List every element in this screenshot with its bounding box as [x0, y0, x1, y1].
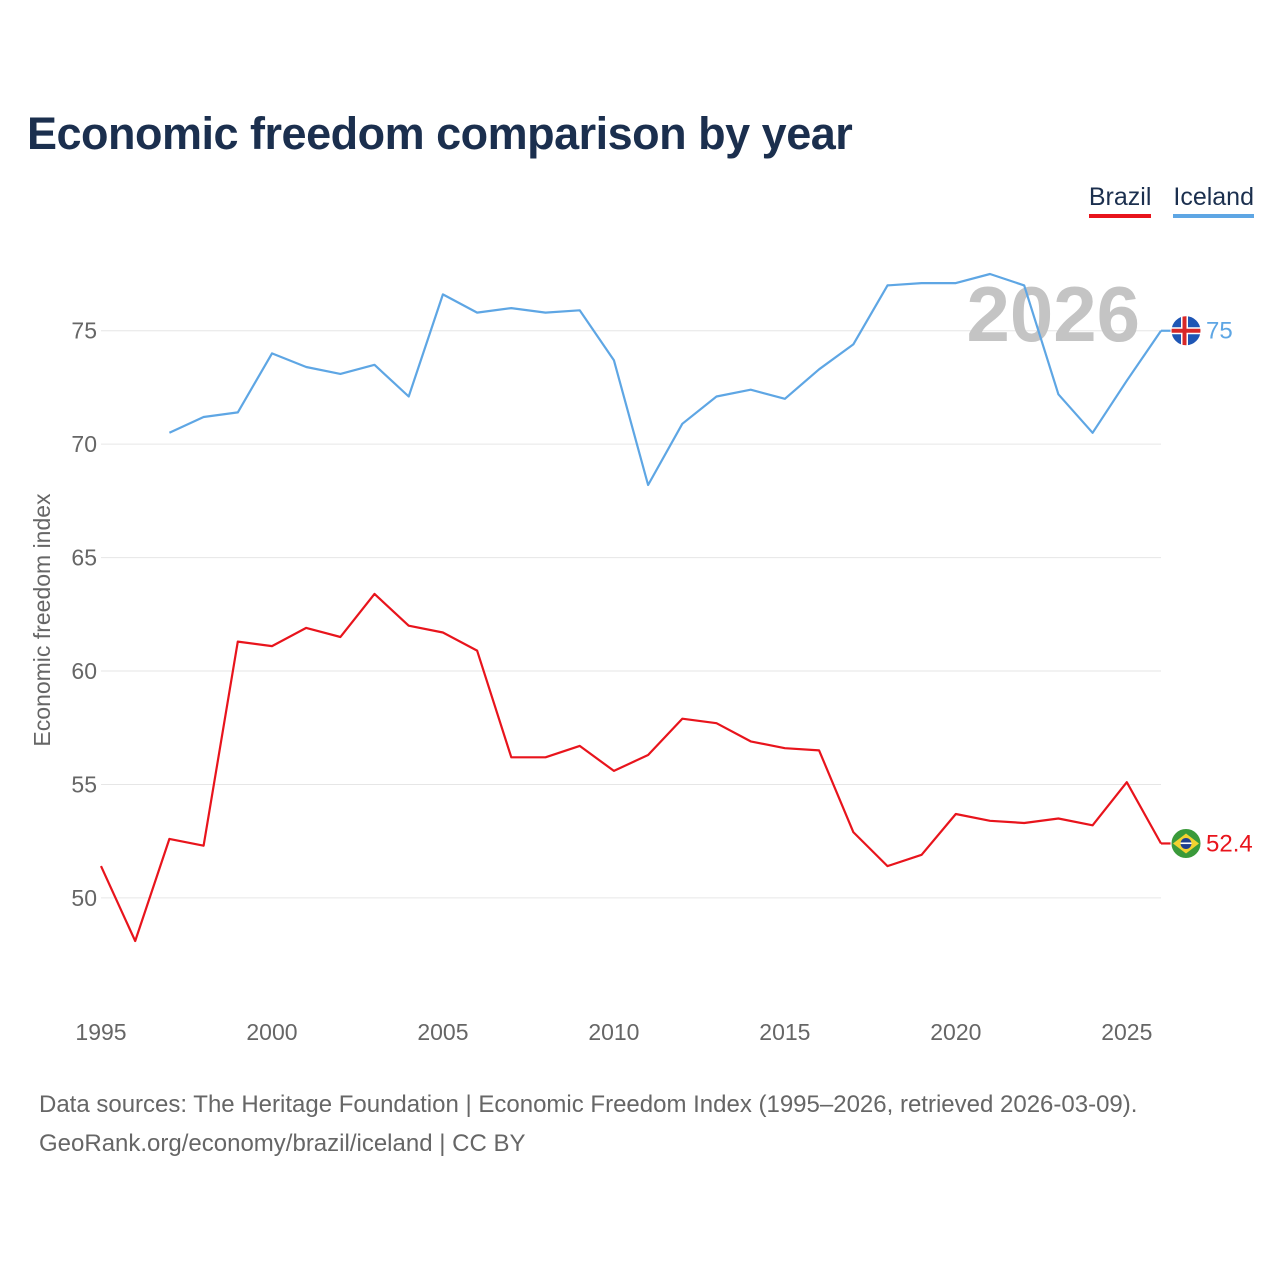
- page-title: Economic freedom comparison by year: [27, 108, 853, 159]
- series-line-brazil: [99, 592, 1162, 943]
- y-tick-label: 75: [71, 318, 97, 344]
- x-tick-label: 2025: [1101, 1019, 1152, 1045]
- footer-link[interactable]: GeoRank.org/economy/brazil/iceland | CC …: [39, 1130, 526, 1157]
- legend-item-brazil[interactable]: Brazil: [1088, 183, 1152, 218]
- y-axis-ticks: 50 55 60 65 70 75: [71, 318, 97, 911]
- y-axis-label: Economic freedom index: [29, 493, 55, 747]
- y-tick-label: 65: [71, 545, 97, 571]
- x-tick-label: 2000: [246, 1019, 297, 1045]
- legend-item-iceland[interactable]: Iceland: [1173, 183, 1254, 218]
- x-tick-label: 1995: [75, 1019, 126, 1045]
- y-tick-label: 55: [71, 771, 97, 797]
- x-tick-label: 2005: [417, 1019, 468, 1045]
- end-value-label-brazil: 52.4: [1206, 830, 1253, 857]
- x-tick-label: 2020: [930, 1019, 981, 1045]
- footer: Data sources: The Heritage Foundation | …: [39, 1085, 1137, 1163]
- x-axis-ticks: 1995 2000 2005 2010 2015 2020 2025: [75, 1019, 1152, 1045]
- grid-lines: [101, 330, 1161, 899]
- y-tick-label: 70: [71, 431, 97, 457]
- series-line-iceland: [168, 272, 1162, 487]
- iceland-flag-icon: [1170, 315, 1202, 347]
- y-tick-label: 50: [71, 885, 97, 911]
- footer-sources: Data sources: The Heritage Foundation | …: [39, 1091, 1138, 1118]
- year-watermark: 2026: [966, 270, 1140, 358]
- series-end-markers: 52.4 75: [1161, 315, 1253, 859]
- x-tick-label: 2010: [588, 1019, 639, 1045]
- brazil-flag-icon: [1170, 827, 1202, 859]
- end-value-label-iceland: 75: [1206, 318, 1233, 345]
- legend: Brazil Iceland: [1088, 183, 1254, 218]
- x-tick-label: 2015: [759, 1019, 810, 1045]
- y-tick-label: 60: [71, 658, 97, 684]
- series-lines: [99, 272, 1162, 943]
